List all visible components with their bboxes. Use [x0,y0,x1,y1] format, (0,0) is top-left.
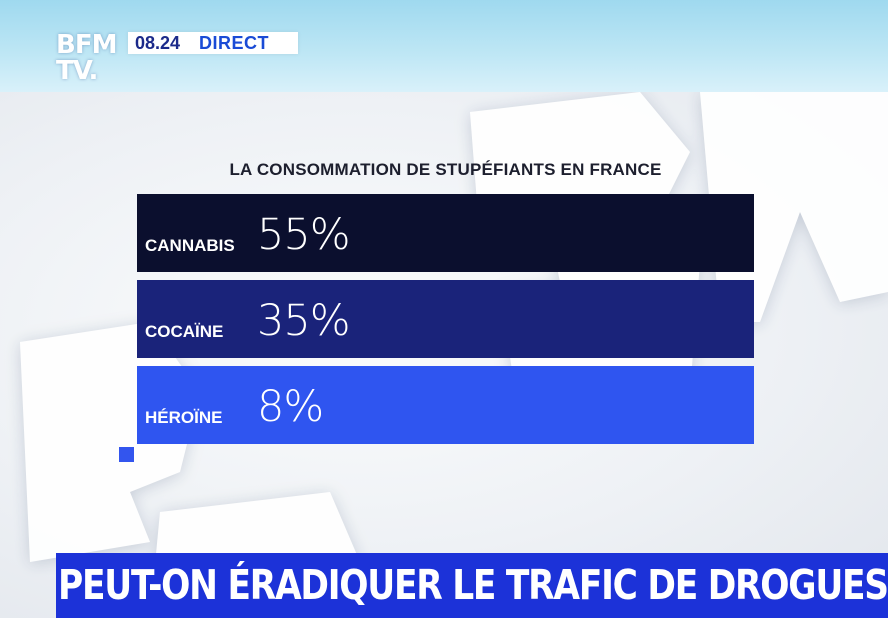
table-row-cannabis: CANNABIS 55% [137,194,754,272]
row-label: HÉROÏNE [145,408,223,427]
live-strip: 08.24 DIRECT [128,32,298,54]
row-label: COCAÏNE [145,322,224,341]
row-label: CANNABIS [145,236,235,255]
live-label: DIRECT [199,32,269,53]
table-row-heroine: HÉROÏNE 8% [137,366,754,444]
clock-time: 08.24 [135,32,181,53]
row-value: 55% [257,210,351,260]
accent-square [119,447,134,462]
table-row-cocaine: COCAÏNE 35% [137,280,754,358]
logo-line-2: TV. [56,56,98,86]
row-value: 8% [257,382,324,432]
headline-text: PEUT-ON ÉRADIQUER LE TRAFIC DE DROGUES ? [58,561,888,609]
headline-band [56,553,888,618]
chart-title: LA CONSOMMATION DE STUPÉFIANTS EN FRANCE [229,160,662,179]
logo-line-1: BFM [56,30,117,60]
bfmtv-logo: BFM TV. [56,32,120,88]
row-value: 35% [257,296,351,346]
